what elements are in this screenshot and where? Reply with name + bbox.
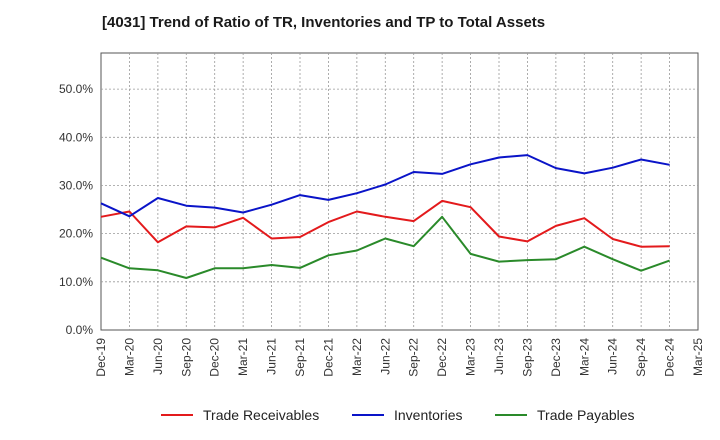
y-tick-label: 0.0% — [66, 323, 94, 337]
x-tick-label: Mar-21 — [236, 338, 250, 376]
x-tick-label: Dec-20 — [208, 338, 222, 377]
y-tick-label: 50.0% — [59, 82, 93, 96]
x-tick-label: Mar-25 — [691, 338, 705, 376]
legend-swatch-inventories — [352, 414, 384, 416]
x-tick-label: Dec-21 — [321, 338, 335, 377]
legend-label-trade-receivables: Trade Receivables — [203, 407, 320, 423]
legend-label-inventories: Inventories — [394, 407, 463, 423]
plot-area — [100, 52, 699, 331]
x-tick-label: Mar-22 — [350, 338, 364, 376]
y-tick-label: 20.0% — [59, 227, 93, 241]
x-tick-label: Jun-22 — [378, 338, 392, 375]
series-lines — [100, 154, 670, 279]
x-tick-label: Dec-23 — [549, 338, 563, 377]
x-tick-label: Sep-24 — [634, 338, 648, 377]
legend-item-inventories: Inventories — [352, 404, 462, 426]
legend-swatch-trade-receivables — [161, 414, 193, 416]
x-tick-label: Dec-22 — [435, 338, 449, 377]
y-axis-ticks: 0.0% 10.0% 20.0% 30.0% 40.0% 50.0% — [59, 82, 93, 337]
legend: Trade Receivables Inventories Trade Paya… — [0, 404, 720, 426]
x-tick-label: Jun-24 — [606, 338, 620, 375]
x-tick-label: Dec-24 — [663, 338, 677, 377]
x-tick-label: Jun-20 — [151, 338, 165, 375]
series-line-trade-receivables — [100, 199, 670, 248]
series-line-trade-payables — [100, 215, 670, 279]
x-tick-label: Sep-23 — [520, 338, 534, 377]
x-tick-label: Jun-23 — [492, 338, 506, 375]
y-tick-label: 40.0% — [59, 130, 93, 144]
chart-title: [4031] Trend of Ratio of TR, Inventories… — [102, 14, 546, 31]
legend-swatch-trade-payables — [495, 414, 527, 416]
y-tick-label: 10.0% — [59, 275, 93, 289]
legend-item-trade-payables: Trade Payables — [495, 404, 635, 426]
y-tick-label: 30.0% — [59, 178, 93, 192]
series-line-inventories — [100, 154, 670, 218]
x-tick-label: Mar-23 — [464, 338, 478, 376]
x-tick-label: Jun-21 — [265, 338, 279, 375]
x-axis-ticks: Dec-19 Mar-20 Jun-20 Sep-20 Dec-20 Mar-21 Jun-… — [94, 338, 705, 377]
gridlines — [101, 53, 698, 330]
x-tick-label: Dec-19 — [94, 338, 108, 377]
x-tick-label: Sep-22 — [407, 338, 421, 377]
x-tick-label: Mar-24 — [577, 338, 591, 376]
x-tick-label: Sep-21 — [293, 338, 307, 377]
legend-label-trade-payables: Trade Payables — [537, 407, 635, 423]
legend-item-trade-receivables: Trade Receivables — [161, 404, 319, 426]
x-tick-label: Mar-20 — [122, 338, 136, 376]
x-tick-label: Sep-20 — [179, 338, 193, 377]
